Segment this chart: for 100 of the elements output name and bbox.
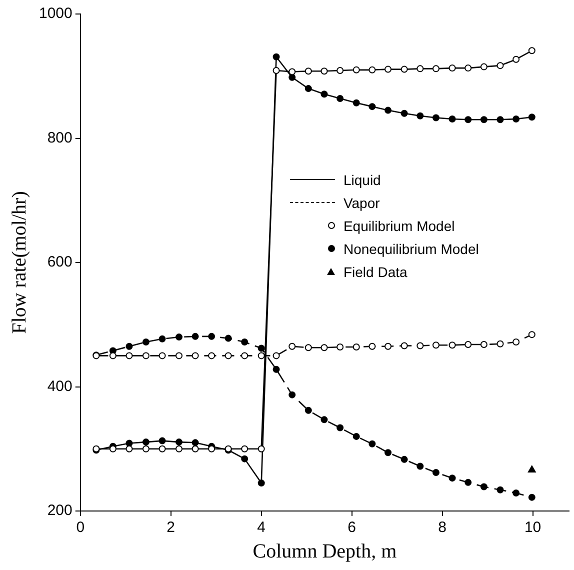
point — [416, 112, 424, 120]
point — [384, 342, 392, 350]
point — [336, 67, 344, 74]
point — [352, 343, 360, 350]
point — [158, 335, 166, 342]
y-tick-label: 400 — [47, 378, 72, 395]
point — [448, 115, 456, 122]
x-tick-label: 0 — [76, 519, 85, 536]
point — [176, 334, 182, 341]
point — [432, 342, 440, 349]
point — [142, 352, 150, 360]
x-tick-label: 8 — [438, 519, 446, 536]
point — [142, 445, 150, 452]
annotation: Liquid — [343, 172, 381, 188]
point — [304, 68, 312, 75]
legend-label: Equilibrium Model — [343, 218, 455, 234]
point — [368, 103, 376, 110]
point — [288, 342, 296, 350]
x-tick-label: 4 — [257, 519, 266, 536]
point — [464, 341, 472, 348]
point — [126, 352, 133, 360]
point — [320, 90, 328, 98]
point — [528, 47, 536, 54]
point — [272, 352, 280, 360]
point — [400, 456, 408, 463]
point — [400, 342, 408, 350]
point — [496, 62, 504, 70]
point — [126, 445, 133, 452]
point — [241, 352, 248, 360]
point — [241, 338, 248, 346]
y-tick-label: 800 — [47, 129, 72, 146]
point — [528, 494, 536, 501]
point — [368, 66, 376, 74]
point — [448, 474, 456, 482]
point — [480, 116, 488, 124]
point — [416, 65, 424, 72]
point — [224, 352, 232, 360]
point — [352, 432, 360, 440]
point — [158, 445, 166, 452]
point — [109, 445, 116, 452]
point — [304, 344, 312, 352]
x-tick-label: 6 — [348, 519, 356, 536]
point — [224, 334, 232, 342]
point — [208, 352, 216, 360]
point — [352, 66, 360, 74]
point — [288, 74, 296, 81]
point — [416, 462, 424, 470]
point — [258, 344, 265, 352]
point — [158, 437, 166, 444]
point — [208, 445, 216, 452]
point — [432, 65, 440, 72]
point — [272, 67, 280, 74]
point — [352, 99, 360, 106]
point — [304, 406, 312, 414]
point — [384, 449, 392, 456]
point — [192, 445, 199, 452]
point — [336, 424, 344, 432]
point — [496, 340, 504, 348]
x-tick-label: 2 — [166, 519, 176, 536]
point — [480, 63, 488, 70]
point — [512, 489, 520, 496]
point — [528, 114, 536, 121]
point — [288, 68, 296, 76]
point — [304, 85, 312, 92]
point — [158, 352, 166, 360]
point — [400, 110, 408, 117]
y-tick-label: 200 — [47, 502, 72, 520]
point — [464, 64, 472, 72]
point — [109, 352, 116, 360]
point — [384, 66, 392, 73]
point — [320, 68, 328, 75]
point — [320, 416, 328, 424]
point — [142, 438, 150, 446]
point — [208, 332, 216, 340]
point — [258, 445, 265, 452]
y-tick-label: 1000 — [38, 5, 72, 22]
point — [448, 342, 456, 349]
point — [176, 352, 182, 360]
point — [336, 343, 344, 350]
x-axis-title: Column Depth, m — [252, 540, 398, 562]
point — [416, 342, 424, 350]
point — [464, 116, 472, 124]
point — [432, 114, 440, 122]
point — [496, 486, 504, 494]
legend-label: Field Data — [343, 264, 408, 280]
point — [241, 455, 248, 462]
point — [336, 94, 344, 102]
point — [448, 64, 456, 72]
point — [258, 352, 265, 360]
point — [272, 366, 280, 373]
point — [192, 439, 199, 446]
point — [320, 344, 328, 352]
point — [512, 115, 520, 122]
point — [528, 466, 536, 472]
point — [241, 445, 248, 452]
point — [368, 440, 376, 448]
point — [464, 478, 472, 486]
point — [512, 338, 520, 346]
point — [142, 338, 150, 346]
y-tick-label: 600 — [47, 254, 72, 271]
